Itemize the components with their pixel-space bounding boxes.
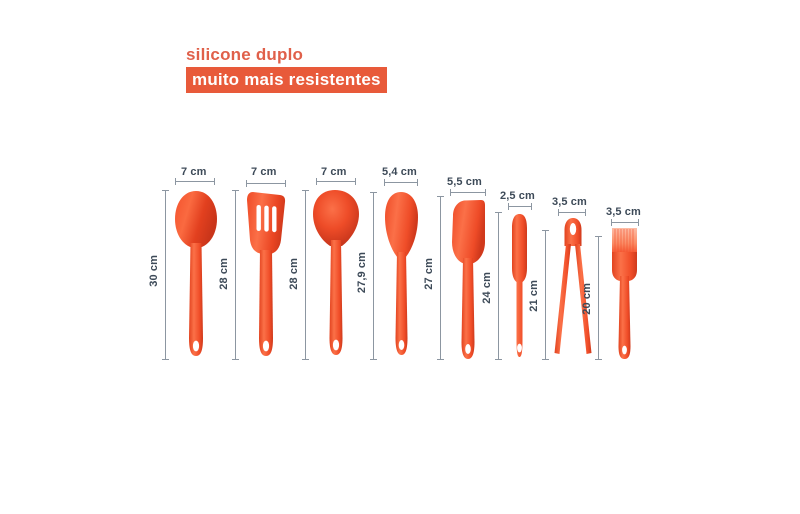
utensil-tongs (552, 216, 594, 362)
height-label-ladle: 28 cm (288, 258, 300, 290)
utensil-ladle (310, 188, 362, 363)
height-label-spatula: 27 cm (423, 258, 435, 290)
height-label-narrow-spatula: 24 cm (481, 272, 493, 304)
height-label-basting-brush: 20 cm (581, 283, 593, 315)
height-rule-narrow-spatula (495, 212, 502, 360)
width-label-spoon: 7 cm (181, 166, 207, 178)
height-rule-slotted-turner (232, 190, 239, 360)
height-label-mixing-spoon: 27,9 cm (356, 252, 368, 294)
height-label-spoon: 30 cm (148, 255, 160, 287)
width-label-slotted-turner: 7 cm (251, 166, 277, 178)
width-rule-mixing-spoon (384, 179, 418, 186)
width-label-basting-brush: 3,5 cm (606, 206, 641, 218)
utensil-slotted-turner (240, 190, 292, 363)
height-rule-ladle (302, 190, 309, 360)
heading-line-2-highlight: muito mais resistentes (186, 67, 387, 93)
width-rule-ladle (316, 178, 356, 185)
width-label-narrow-spatula: 2,5 cm (500, 190, 535, 202)
width-rule-narrow-spatula (508, 203, 532, 210)
width-rule-basting-brush (611, 219, 639, 226)
utensil-spatula (446, 198, 490, 362)
width-rule-spoon (175, 178, 215, 185)
width-label-tongs: 3,5 cm (552, 196, 587, 208)
width-label-spatula: 5,5 cm (447, 176, 482, 188)
width-rule-tongs (558, 209, 586, 216)
utensil-narrow-spatula (506, 212, 534, 362)
utensil-spoon (170, 188, 222, 363)
height-label-tongs: 21 cm (528, 280, 540, 312)
height-rule-tongs (542, 230, 549, 360)
heading-line-1: silicone duplo (186, 45, 304, 64)
width-rule-slotted-turner (246, 180, 286, 187)
width-rule-spatula (450, 189, 486, 196)
utensil-mixing-spoon (381, 190, 423, 362)
height-rule-mixing-spoon (370, 192, 377, 360)
height-label-slotted-turner: 28 cm (218, 258, 230, 290)
width-label-ladle: 7 cm (321, 166, 347, 178)
heading-block: silicone duplo muito mais resistentes (186, 45, 387, 93)
width-label-mixing-spoon: 5,4 cm (382, 166, 417, 178)
height-rule-spatula (437, 196, 444, 360)
height-rule-basting-brush (595, 236, 602, 360)
height-rule-spoon (162, 190, 169, 360)
utensil-basting-brush (608, 226, 642, 362)
